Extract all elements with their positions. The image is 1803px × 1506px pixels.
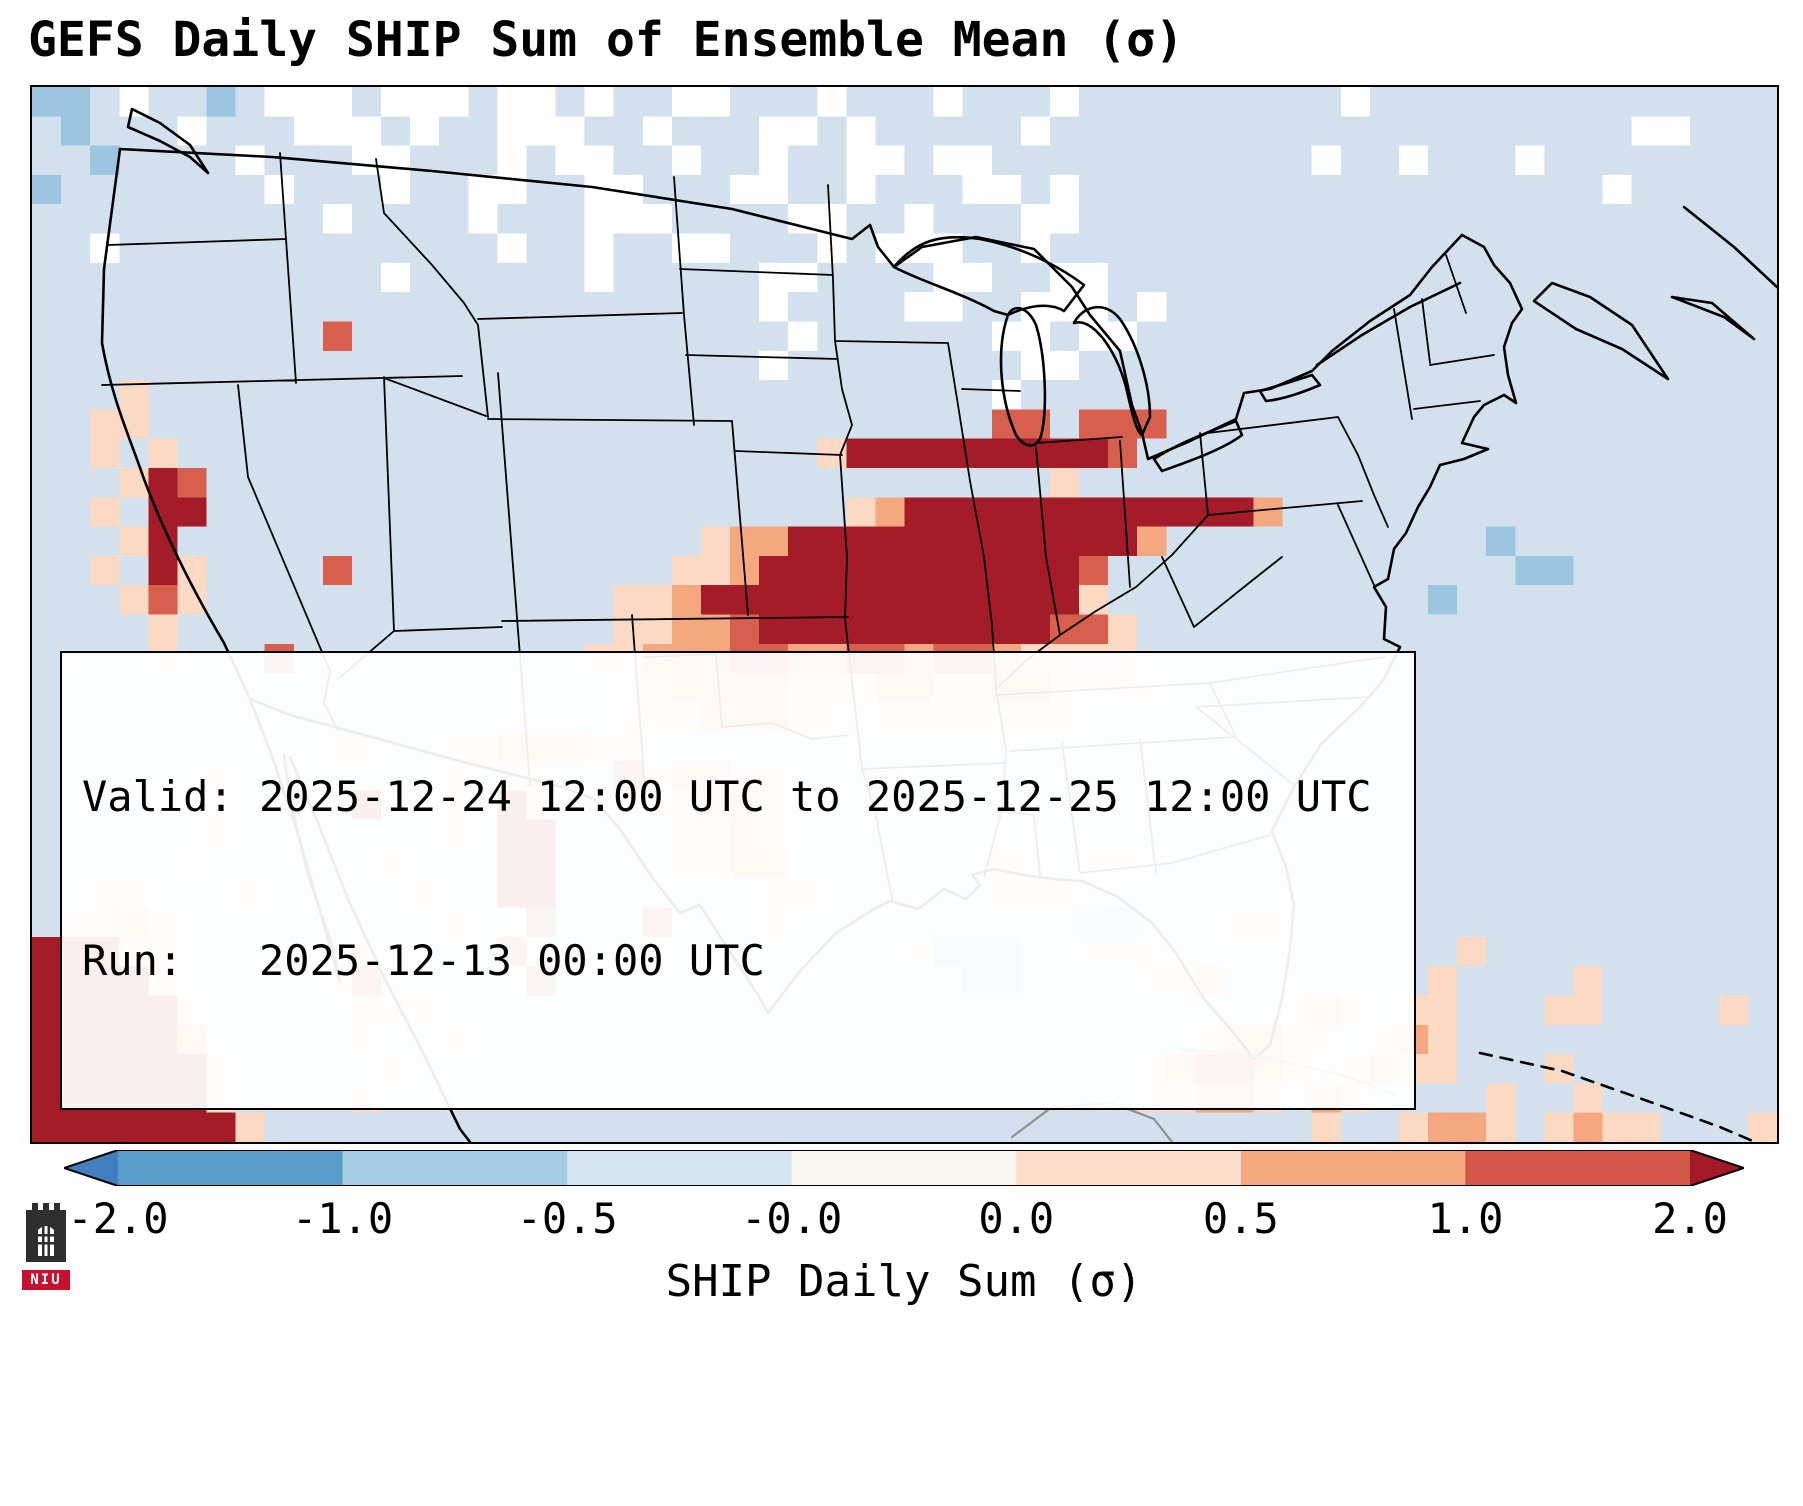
st-lawrence-river [1315,281,1462,367]
vancouver-island [126,107,210,175]
pacific-coastline [100,147,252,701]
niu-logo-text: NIU [22,1270,70,1290]
lake-michigan [999,306,1047,447]
colorbar-tick: 0.5 [1202,1194,1279,1243]
colorbar-tick: -2.0 [67,1194,169,1243]
colorbar-tick: 2.0 [1652,1194,1728,1243]
page-title: GEFS Daily SHIP Sum of Ensemble Mean (σ) [28,12,1184,68]
colorbar-tick: -1.0 [291,1194,394,1243]
nova-scotia-coast [1532,205,1777,381]
run-time-text: Run: 2025-12-13 00:00 UTC [82,936,765,986]
colorbar [64,1150,1744,1186]
info-box: Valid: 2025-12-24 12:00 UTC to 2025-12-2… [60,651,1416,1110]
colorbar-tick: -0.5 [516,1194,618,1243]
canada-border [118,147,1464,461]
cuba-dashed-coastline [1478,1051,1759,1142]
map-frame: Valid: 2025-12-24 12:00 UTC to 2025-12-2… [30,85,1779,1144]
lake-ontario [1258,373,1322,403]
lake-erie [1152,419,1244,473]
colorbar-tick: -0.0 [741,1194,843,1243]
niu-logo: NIU [22,1198,72,1290]
lake-superior [892,235,1086,317]
colorbar-tick: 1.0 [1427,1194,1504,1243]
colorbar-ticks: -2.0 -1.0 -0.5 -0.0 0.0 0.5 1.0 2.0 [64,1194,1744,1250]
castle-icon [26,1203,66,1262]
valid-time-text: Valid: 2025-12-24 12:00 UTC to 2025-12-2… [82,772,1372,822]
lake-huron [1072,305,1152,437]
colorbar-label: SHIP Daily Sum (σ) [665,1256,1143,1307]
colorbar-svg [64,1150,1744,1186]
colorbar-tick: 0.0 [978,1194,1055,1243]
